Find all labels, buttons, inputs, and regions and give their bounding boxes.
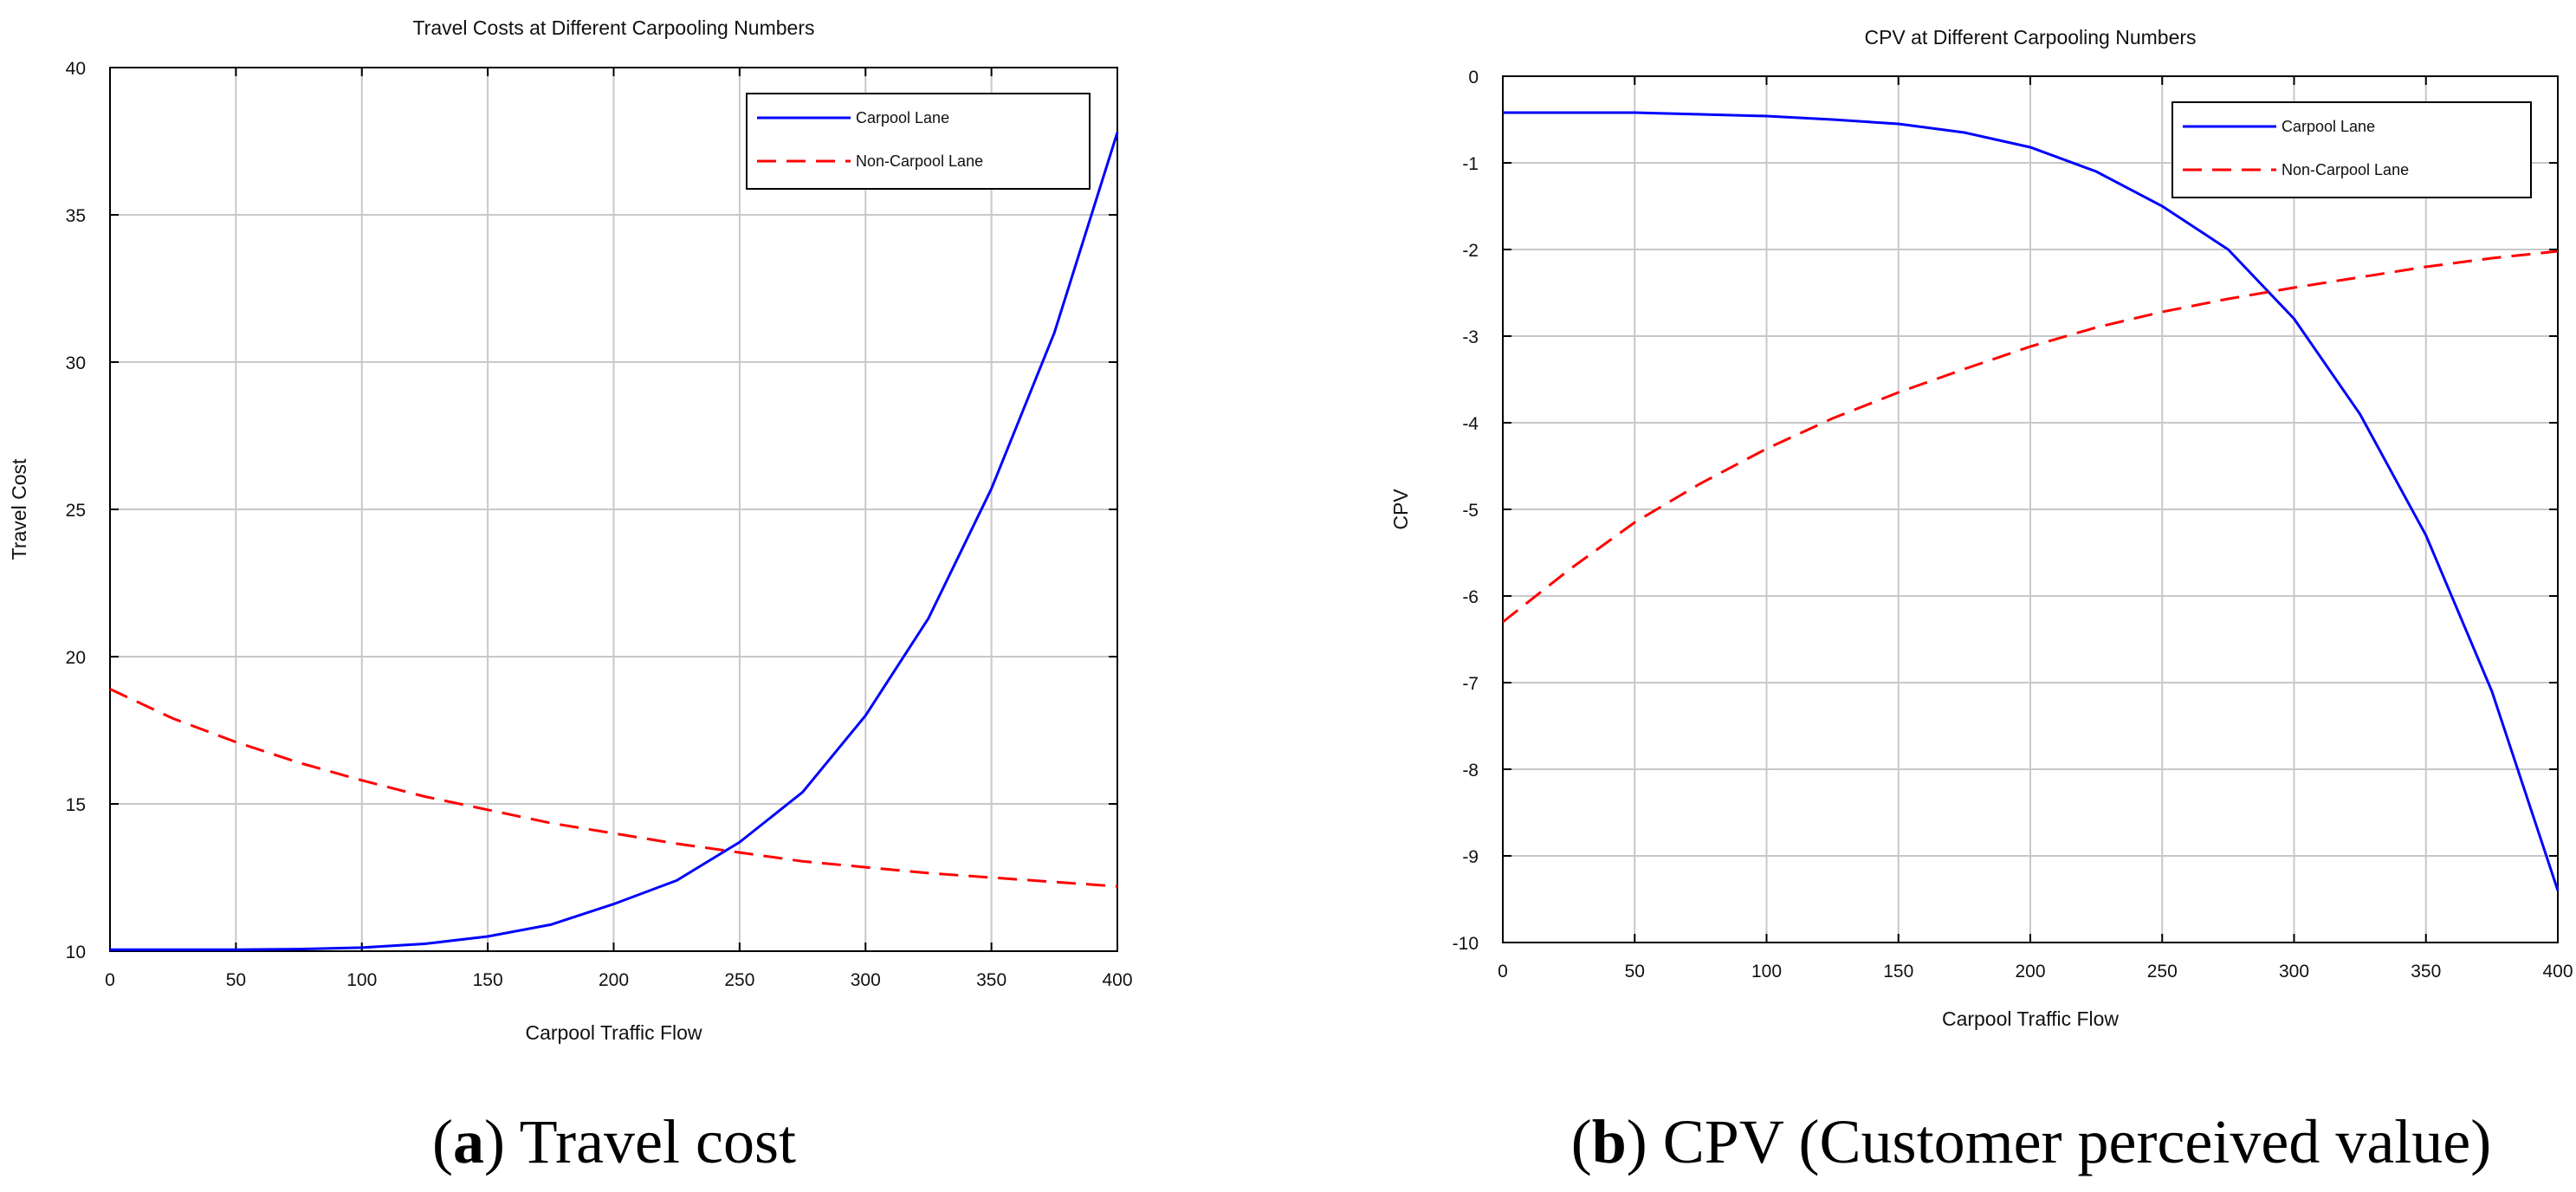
legend-box bbox=[746, 93, 1091, 190]
series-line-non-carpool-lane bbox=[1502, 249, 2559, 624]
y-tick-label: -10 bbox=[1453, 934, 1479, 954]
y-tick-label: -8 bbox=[1462, 761, 1479, 781]
x-tick-label: 400 bbox=[2542, 962, 2573, 981]
y-tick-label: -9 bbox=[1462, 847, 1479, 867]
x-tick-label: 400 bbox=[1102, 970, 1132, 990]
legend-label: Non-Carpool Lane bbox=[2282, 161, 2409, 178]
legend-label: Non-Carpool Lane bbox=[856, 152, 983, 170]
y-tick-label: 15 bbox=[66, 795, 86, 815]
chart-cpv: 0 50 100 150 200 250 300 350 400-10-9-8-7-6-5-4-… bbox=[1389, 26, 2573, 1176]
y-tick-label: -7 bbox=[1462, 674, 1479, 694]
x-tick-label: 100 bbox=[1751, 962, 1782, 981]
caption-letter: a bbox=[453, 1107, 484, 1176]
x-tick-label: 300 bbox=[2279, 962, 2309, 981]
x-tick-label: 250 bbox=[2147, 962, 2178, 981]
y-tick-label: 20 bbox=[66, 648, 86, 668]
x-axis-label: Carpool Traffic Flow bbox=[1942, 1007, 2119, 1030]
y-axis-label: Travel Cost bbox=[8, 458, 30, 560]
legend-box bbox=[2171, 101, 2532, 198]
chart-title: CPV at Different Carpooling Numbers bbox=[1864, 26, 2196, 49]
x-tick-label: 50 bbox=[1625, 962, 1645, 981]
x-tick-label: 0 bbox=[1498, 962, 1508, 981]
y-axis-label: CPV bbox=[1389, 489, 1412, 530]
legend-label: Carpool Lane bbox=[856, 109, 949, 126]
x-tick-label: 350 bbox=[976, 970, 1006, 990]
y-tick-label: -5 bbox=[1462, 501, 1479, 521]
x-tick-label: 350 bbox=[2411, 962, 2441, 981]
y-tick-label: 10 bbox=[66, 943, 86, 962]
x-tick-label: 100 bbox=[346, 970, 377, 990]
x-tick-label: 250 bbox=[724, 970, 754, 990]
y-tick-label: 35 bbox=[66, 206, 86, 226]
y-tick-label: -2 bbox=[1462, 241, 1479, 261]
caption-paren-open: ( bbox=[1571, 1107, 1592, 1176]
x-tick-label: 50 bbox=[226, 970, 246, 990]
y-tick-label: -1 bbox=[1462, 154, 1479, 174]
x-tick-label: 150 bbox=[473, 970, 503, 990]
chart-title: Travel Costs at Different Carpooling Num… bbox=[412, 16, 814, 39]
y-tick-label: -4 bbox=[1462, 414, 1479, 434]
figure-caption: (a) Travel cost bbox=[432, 1107, 796, 1176]
caption-paren-close: ) bbox=[484, 1107, 505, 1176]
x-tick-label: 200 bbox=[2015, 962, 2045, 981]
y-tick-label: -6 bbox=[1462, 587, 1479, 607]
x-axis-label: Carpool Traffic Flow bbox=[525, 1021, 702, 1044]
legend: Carpool Lane Non-Carpool Lane bbox=[2171, 101, 2532, 198]
series-line-non-carpool-lane bbox=[109, 688, 1118, 888]
x-tick-label: 150 bbox=[1883, 962, 1913, 981]
caption-letter: b bbox=[1592, 1107, 1627, 1176]
caption-paren-open: ( bbox=[432, 1107, 453, 1176]
caption-paren-close: ) bbox=[1627, 1107, 1647, 1176]
series-line-carpool-lane bbox=[1503, 111, 2560, 891]
x-tick-label: 200 bbox=[599, 970, 629, 990]
caption-text: Travel cost bbox=[505, 1107, 796, 1176]
chart-travel-cost: 0 50 100 150 200 250 300 350 400 10 15 20 25 30 35 40 Tr… bbox=[8, 16, 1133, 1176]
y-tick-label: 0 bbox=[1468, 68, 1479, 87]
legend-label: Carpool Lane bbox=[2282, 118, 2375, 135]
series-line-carpool-lane bbox=[110, 132, 1119, 951]
x-tick-label: 300 bbox=[851, 970, 881, 990]
y-tick-label: 40 bbox=[66, 59, 86, 79]
caption-text: CPV (Customer perceived value) bbox=[1647, 1107, 2491, 1176]
legend: Carpool Lane Non-Carpool Lane bbox=[746, 93, 1091, 190]
y-tick-label: 25 bbox=[66, 501, 86, 521]
y-tick-label: 30 bbox=[66, 353, 86, 373]
figure-caption: (b) CPV (Customer perceived value) bbox=[1571, 1107, 2491, 1176]
y-tick-label: -3 bbox=[1462, 327, 1479, 347]
x-tick-label: 0 bbox=[105, 970, 115, 990]
